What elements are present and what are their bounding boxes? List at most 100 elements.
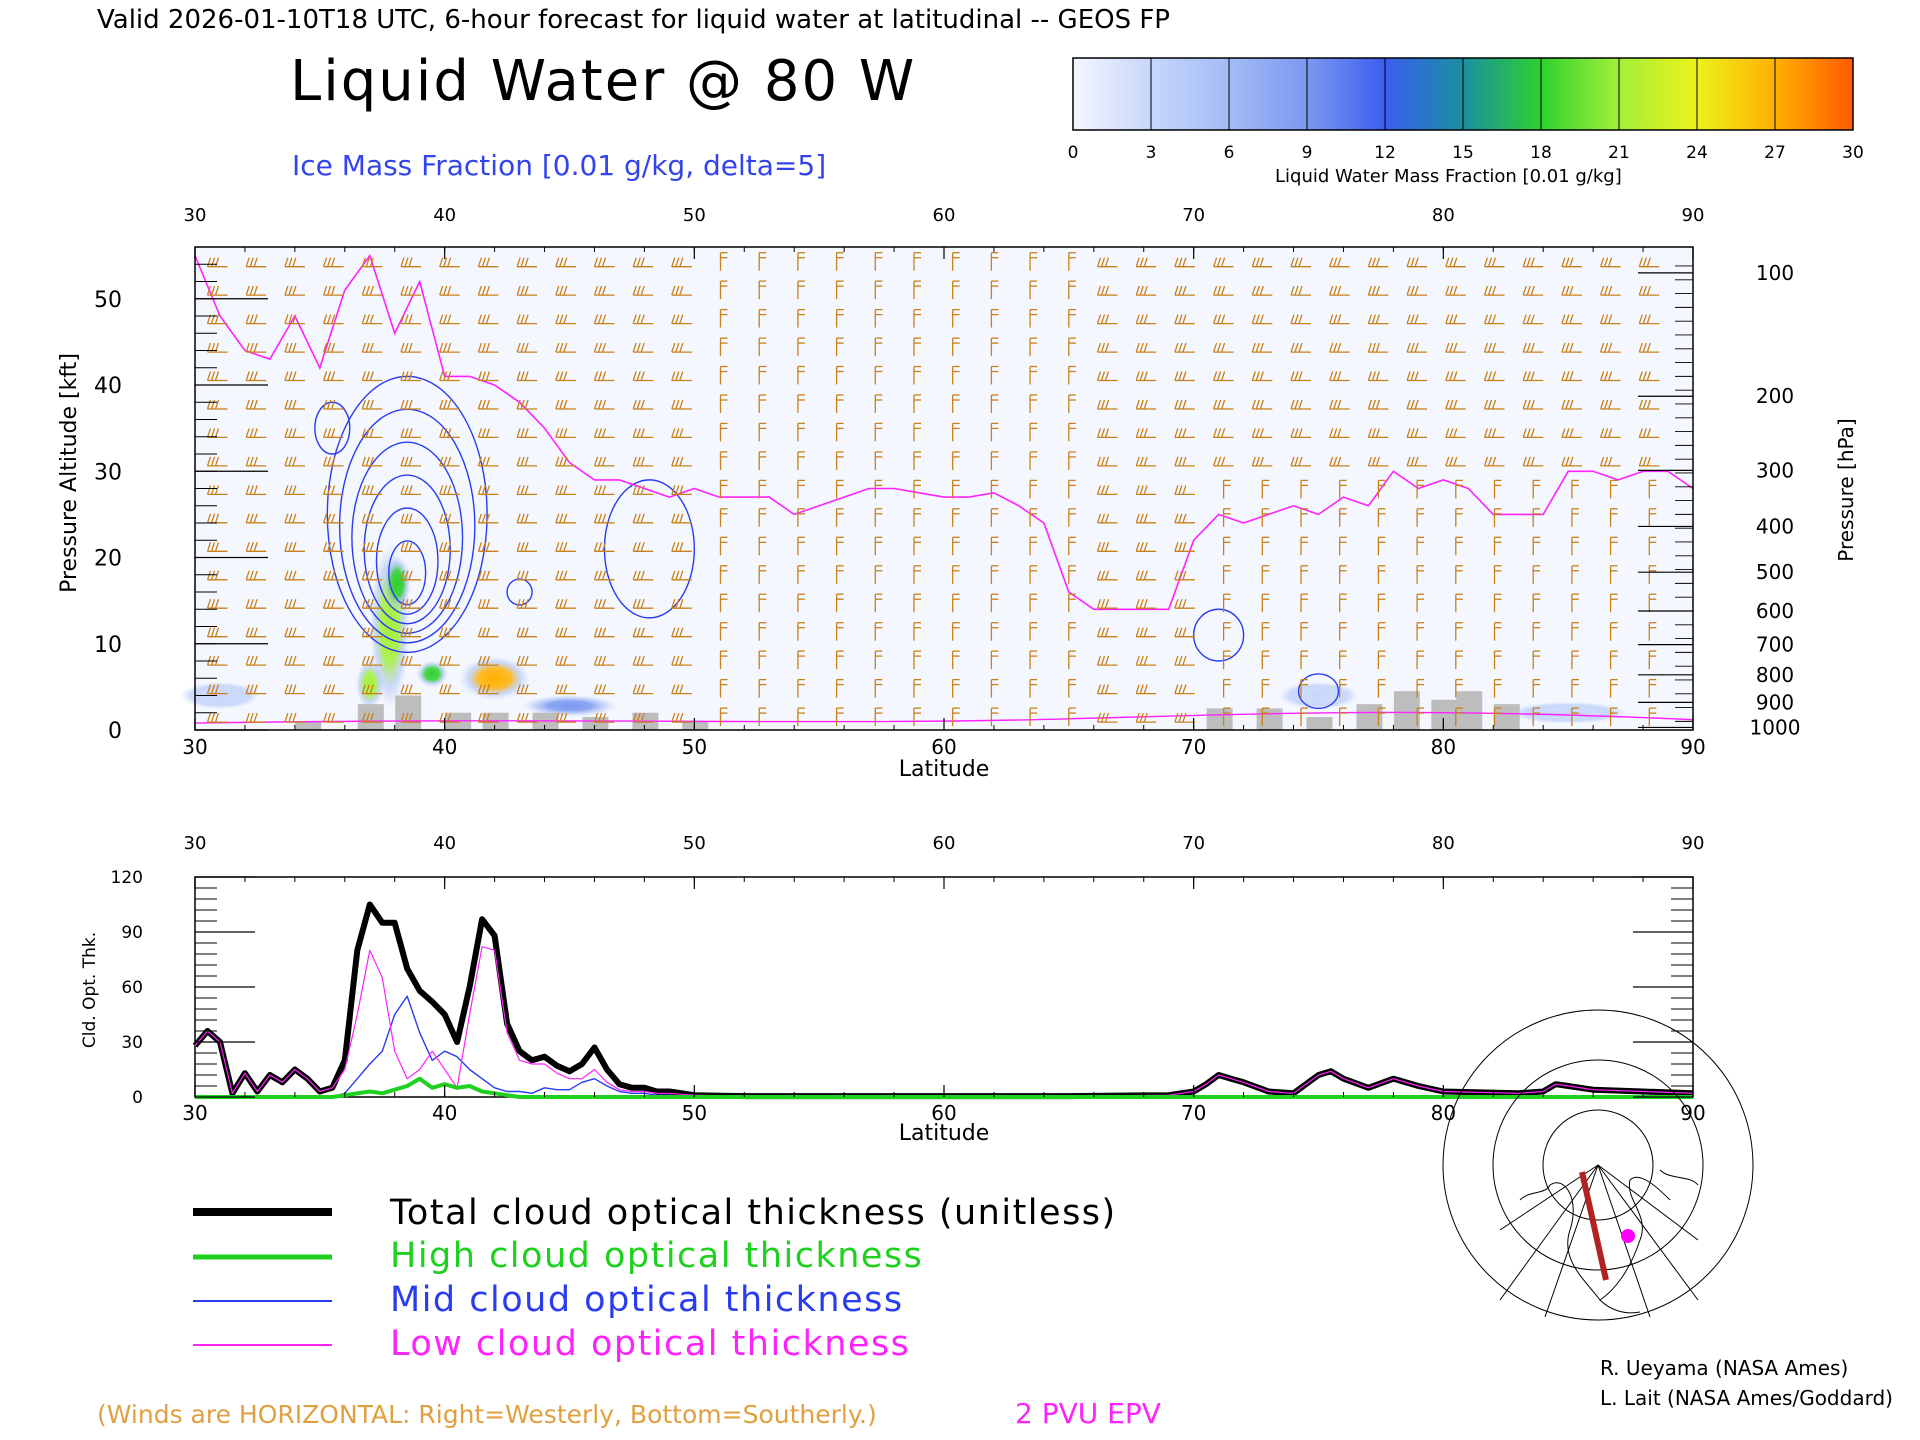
ice-fraction-contour bbox=[351, 441, 464, 634]
wind-barb bbox=[555, 570, 576, 581]
wind-barb bbox=[1135, 371, 1157, 382]
x-tick-label: 30 bbox=[182, 1101, 207, 1125]
wind-barb bbox=[1367, 342, 1389, 353]
wind-barb bbox=[632, 428, 654, 439]
wind-barb bbox=[400, 485, 421, 496]
wind-barb bbox=[1329, 428, 1350, 439]
wind-barb bbox=[1599, 456, 1621, 467]
wind-barb bbox=[1096, 371, 1118, 382]
wind-barb bbox=[1445, 314, 1466, 325]
wind-barb bbox=[1029, 536, 1038, 556]
x-tick-label-top: 90 bbox=[1682, 833, 1705, 854]
wind-barb bbox=[1300, 536, 1308, 556]
wind-barb bbox=[1290, 399, 1311, 410]
wind-barb bbox=[477, 342, 499, 353]
wind-barb bbox=[1300, 565, 1308, 584]
wind-barb bbox=[1212, 314, 1234, 325]
wind-barb bbox=[516, 627, 538, 638]
wind-barb bbox=[632, 598, 654, 609]
x-tick-label: 40 bbox=[432, 735, 457, 759]
x-tick-label: 70 bbox=[1181, 735, 1206, 759]
series-line bbox=[194, 946, 1694, 1097]
wind-barb bbox=[1455, 707, 1463, 727]
x-tick-label: 60 bbox=[931, 1101, 956, 1125]
wind-barb bbox=[874, 308, 883, 328]
x-tick-label-top: 60 bbox=[933, 205, 956, 226]
legend-label-low: Low cloud optical thickness bbox=[390, 1324, 910, 1364]
wind-barb bbox=[671, 684, 692, 695]
wind-barb bbox=[555, 285, 576, 296]
wind-barb bbox=[361, 485, 383, 496]
wind-barb bbox=[719, 536, 728, 556]
wind-barb bbox=[671, 712, 692, 723]
terrain-block bbox=[682, 721, 709, 730]
wind-barb bbox=[1455, 622, 1463, 641]
ice-fraction-contour bbox=[375, 507, 439, 615]
top-x-axis-label: Latitude bbox=[899, 757, 990, 782]
wind-barb bbox=[835, 422, 844, 442]
wind-barb bbox=[245, 399, 267, 410]
wind-barb bbox=[1599, 371, 1621, 382]
wind-barb bbox=[322, 684, 344, 695]
location-marker bbox=[1621, 1229, 1635, 1243]
wind-barb bbox=[1416, 565, 1425, 584]
wind-barb bbox=[1367, 371, 1389, 382]
wind-barb bbox=[1068, 565, 1076, 584]
wind-barb bbox=[477, 371, 499, 382]
wind-barb bbox=[361, 712, 383, 723]
x-tick-label: 80 bbox=[1431, 735, 1456, 759]
wind-barb bbox=[1455, 536, 1463, 556]
wind-barb bbox=[439, 513, 460, 524]
wind-barb bbox=[400, 570, 421, 581]
colorbar: 0 3 6 9 12 15 18 21 24 27 30 bbox=[1068, 57, 1864, 163]
wind-barb bbox=[322, 342, 344, 353]
wind-barb bbox=[835, 479, 844, 499]
wind-barb bbox=[1522, 342, 1544, 353]
wind-barb bbox=[913, 536, 921, 556]
wind-barb bbox=[1174, 285, 1195, 296]
x-tick-label-top: 70 bbox=[1182, 833, 1205, 854]
wind-barb bbox=[206, 428, 228, 439]
wind-barb bbox=[555, 314, 576, 325]
wind-barb bbox=[1222, 536, 1231, 556]
wind-barb bbox=[284, 684, 305, 695]
wind-barb bbox=[1029, 622, 1038, 641]
y-tick-label: 30 bbox=[94, 460, 122, 485]
wind-barb bbox=[1377, 678, 1386, 698]
wind-barb bbox=[284, 655, 305, 666]
wind-barb bbox=[719, 422, 728, 442]
wind-barb bbox=[1609, 707, 1618, 727]
wind-barb bbox=[1609, 593, 1618, 613]
wind-barb bbox=[516, 598, 538, 609]
legend-label-mid: Mid cloud optical thickness bbox=[390, 1280, 904, 1320]
wind-barb bbox=[990, 422, 999, 442]
wind-barb bbox=[322, 513, 344, 524]
wind-barb bbox=[1571, 536, 1579, 556]
wind-barb bbox=[555, 598, 576, 609]
wind-barb bbox=[719, 650, 728, 670]
chart-subtitle: Ice Mass Fraction [0.01 g/kg, delta=5] bbox=[292, 149, 826, 182]
wind-barb bbox=[874, 622, 883, 641]
wind-barb bbox=[555, 428, 576, 439]
wind-barb bbox=[1483, 456, 1505, 467]
wind-barb bbox=[835, 593, 844, 613]
wind-barb bbox=[1329, 371, 1350, 382]
wind-barb bbox=[990, 593, 999, 613]
winds-note: (Winds are HORIZONTAL: Right=Westerly, B… bbox=[97, 1400, 877, 1429]
wind-barb bbox=[913, 508, 921, 527]
wind-barb bbox=[555, 627, 576, 638]
wind-barb bbox=[284, 371, 305, 382]
wind-barb bbox=[555, 485, 576, 496]
wind-barb bbox=[284, 257, 305, 268]
wind-barb bbox=[400, 456, 421, 467]
wind-barb bbox=[1261, 479, 1270, 499]
wind-barb bbox=[1222, 565, 1231, 584]
wind-barb bbox=[1493, 508, 1502, 527]
wind-barb bbox=[1339, 508, 1347, 527]
wind-barb bbox=[439, 314, 460, 325]
wind-barb bbox=[1609, 479, 1618, 499]
wind-barb bbox=[797, 479, 805, 499]
wind-barb bbox=[1029, 565, 1038, 584]
wind-barb bbox=[758, 308, 767, 328]
wind-barb bbox=[1329, 314, 1350, 325]
